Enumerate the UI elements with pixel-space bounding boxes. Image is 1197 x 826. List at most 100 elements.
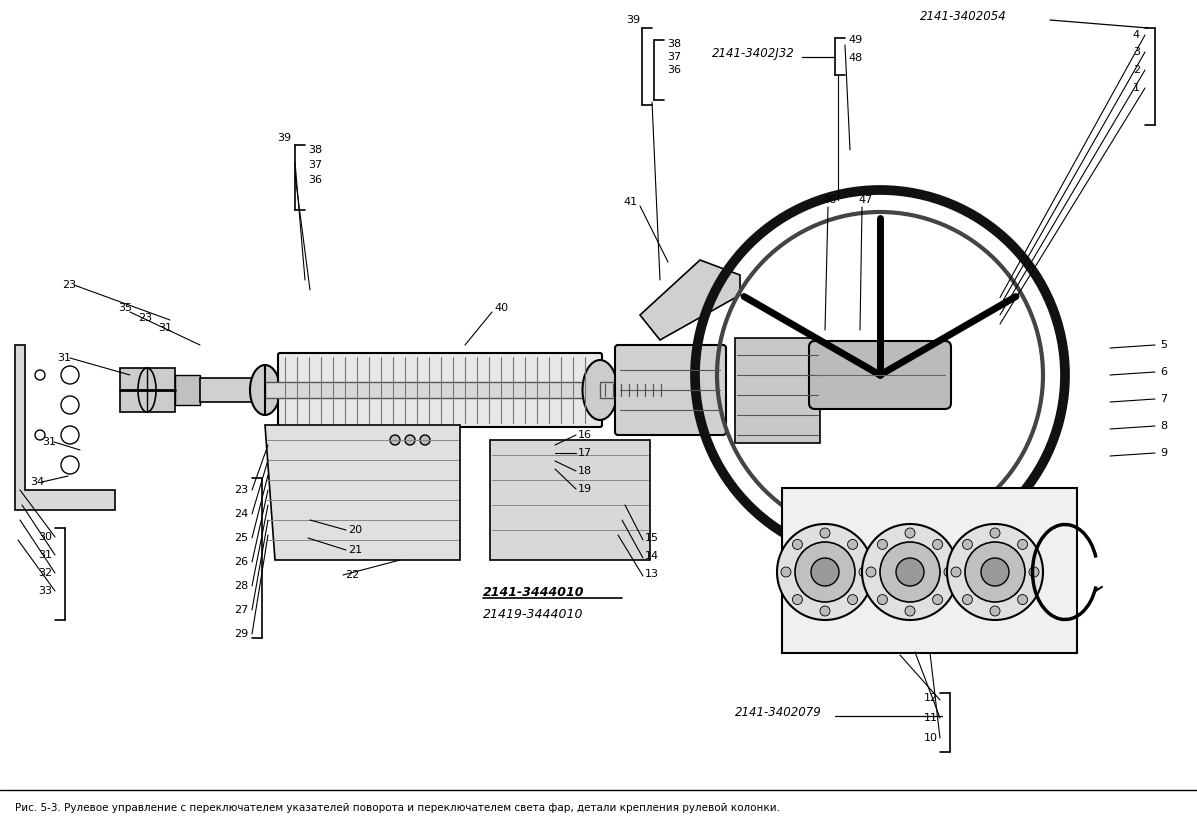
Text: 2141-3402079: 2141-3402079 xyxy=(735,705,822,719)
Bar xyxy=(782,488,1077,653)
Circle shape xyxy=(847,595,857,605)
Polygon shape xyxy=(640,260,740,340)
Text: 31: 31 xyxy=(38,550,51,560)
Circle shape xyxy=(1017,539,1027,549)
Text: 18: 18 xyxy=(578,466,593,476)
Text: 37: 37 xyxy=(308,160,322,170)
Circle shape xyxy=(405,435,415,445)
Circle shape xyxy=(61,396,79,414)
Circle shape xyxy=(61,456,79,474)
Circle shape xyxy=(962,539,972,549)
Polygon shape xyxy=(265,425,460,560)
Text: 2: 2 xyxy=(1132,65,1140,75)
Text: 33: 33 xyxy=(38,586,51,596)
Circle shape xyxy=(390,435,400,445)
Text: 40: 40 xyxy=(494,303,508,313)
Text: 3: 3 xyxy=(1134,47,1140,57)
Text: 31: 31 xyxy=(57,353,71,363)
Ellipse shape xyxy=(583,360,618,420)
Text: 47: 47 xyxy=(858,195,873,205)
Bar xyxy=(490,440,650,560)
Circle shape xyxy=(859,567,869,577)
Text: 23: 23 xyxy=(233,485,248,495)
Circle shape xyxy=(965,542,1025,602)
Circle shape xyxy=(61,366,79,384)
Circle shape xyxy=(812,558,839,586)
Circle shape xyxy=(777,524,873,620)
FancyBboxPatch shape xyxy=(615,345,727,435)
Text: 5: 5 xyxy=(1160,340,1167,350)
Text: 4: 4 xyxy=(1132,30,1140,40)
Text: 6: 6 xyxy=(1160,367,1167,377)
Circle shape xyxy=(944,567,954,577)
Text: 41: 41 xyxy=(624,197,638,207)
Circle shape xyxy=(862,524,958,620)
Text: 21: 21 xyxy=(348,545,363,555)
Text: 23: 23 xyxy=(138,313,152,323)
Text: Рис. 5-3. Рулевое управление с переключателем указателей поворота и переключател: Рис. 5-3. Рулевое управление с переключа… xyxy=(16,803,780,813)
Circle shape xyxy=(932,539,942,549)
Circle shape xyxy=(990,606,999,616)
Text: 39: 39 xyxy=(277,133,291,143)
Text: 37: 37 xyxy=(667,52,681,62)
Circle shape xyxy=(780,567,791,577)
Circle shape xyxy=(35,370,45,380)
Circle shape xyxy=(820,606,830,616)
Bar xyxy=(265,382,725,398)
Text: 46: 46 xyxy=(822,195,837,205)
Text: 2141-3444010: 2141-3444010 xyxy=(484,586,584,599)
Text: 16: 16 xyxy=(578,430,593,440)
Polygon shape xyxy=(16,345,115,510)
Circle shape xyxy=(1017,595,1027,605)
Circle shape xyxy=(897,558,924,586)
Text: 9: 9 xyxy=(1160,448,1167,458)
Circle shape xyxy=(792,539,802,549)
Bar xyxy=(200,378,265,402)
Text: 21419-3444010: 21419-3444010 xyxy=(484,607,583,620)
Text: 2141-3402054: 2141-3402054 xyxy=(920,10,1007,22)
Text: 30: 30 xyxy=(38,532,51,542)
Circle shape xyxy=(905,528,915,538)
Text: 31: 31 xyxy=(158,323,172,333)
Text: 49: 49 xyxy=(847,35,862,45)
Bar xyxy=(175,375,200,405)
Circle shape xyxy=(795,542,855,602)
Text: 20: 20 xyxy=(348,525,363,535)
Text: 29: 29 xyxy=(233,629,248,639)
Ellipse shape xyxy=(250,365,280,415)
Text: 11: 11 xyxy=(924,713,938,723)
Circle shape xyxy=(35,430,45,440)
Text: 2141-3402J32: 2141-3402J32 xyxy=(712,46,795,59)
Text: 24: 24 xyxy=(233,509,248,519)
Circle shape xyxy=(820,528,830,538)
Text: 32: 32 xyxy=(38,568,51,578)
Text: 19: 19 xyxy=(578,484,593,494)
Text: 35: 35 xyxy=(119,303,132,313)
Circle shape xyxy=(847,539,857,549)
Circle shape xyxy=(962,595,972,605)
FancyBboxPatch shape xyxy=(809,341,950,409)
Circle shape xyxy=(865,567,876,577)
Circle shape xyxy=(1029,567,1039,577)
Text: 1: 1 xyxy=(1134,83,1140,93)
Bar xyxy=(600,382,721,398)
Text: 7: 7 xyxy=(1160,394,1167,404)
Text: 31: 31 xyxy=(42,437,56,447)
Text: 38: 38 xyxy=(667,39,681,49)
Text: 25: 25 xyxy=(233,533,248,543)
Text: 26: 26 xyxy=(233,557,248,567)
Text: 14: 14 xyxy=(645,551,660,561)
Text: 27: 27 xyxy=(233,605,248,615)
Text: 36: 36 xyxy=(667,65,681,75)
Text: 36: 36 xyxy=(308,175,322,185)
Text: 38: 38 xyxy=(308,145,322,155)
Circle shape xyxy=(990,528,999,538)
Circle shape xyxy=(61,426,79,444)
Circle shape xyxy=(880,542,940,602)
Circle shape xyxy=(947,524,1043,620)
Text: 39: 39 xyxy=(626,15,640,25)
Text: 13: 13 xyxy=(645,569,660,579)
Circle shape xyxy=(982,558,1009,586)
Circle shape xyxy=(905,606,915,616)
Text: 28: 28 xyxy=(233,581,248,591)
